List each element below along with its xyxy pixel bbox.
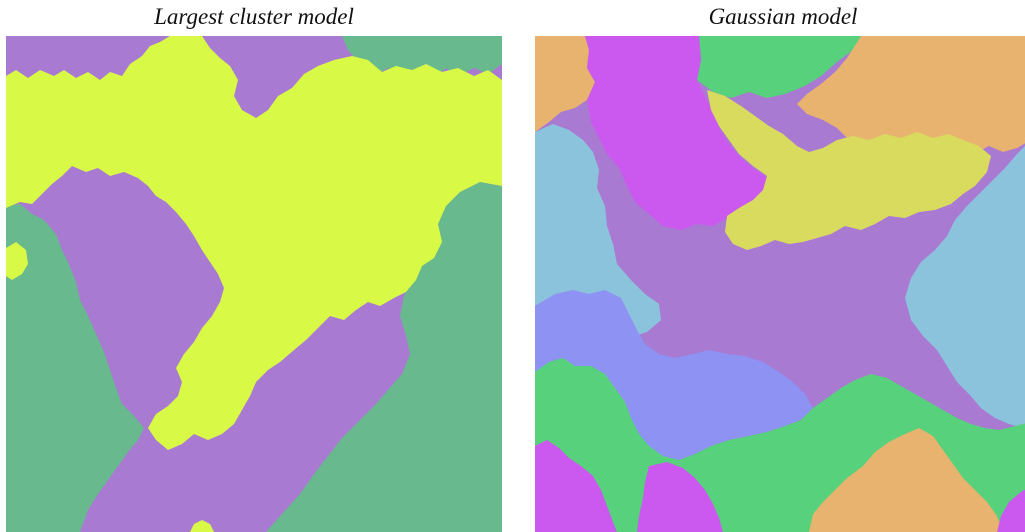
green-region-right <box>266 182 502 532</box>
olive-yellow-region <box>707 90 991 250</box>
magenta-region-bottom-left <box>535 440 617 532</box>
green-region-left <box>6 204 144 532</box>
gaussian-map <box>535 36 1025 532</box>
largest-cluster-title: Largest cluster model <box>154 4 354 29</box>
green-region-top <box>342 36 502 80</box>
orange-region-top-right <box>797 36 1025 158</box>
largest-cluster-map <box>6 36 502 532</box>
magenta-region-top <box>585 36 775 230</box>
gaussian-title: Gaussian model <box>708 4 858 29</box>
gaussian-panel: Gaussian model <box>535 0 1025 532</box>
green-region-top <box>697 36 861 98</box>
orange-region-bottom <box>809 428 1003 532</box>
light-blue-region-right <box>905 146 1025 429</box>
largest-cluster-panel: Largest cluster model <box>6 0 502 532</box>
yellow-fleck-bottom <box>190 520 214 532</box>
magenta-region-bottom-mid <box>637 462 723 532</box>
magenta-region-bottom-right <box>997 489 1025 532</box>
orange-region-top-left <box>535 36 595 132</box>
yellow-region <box>6 36 502 450</box>
yellow-fleck-left <box>6 242 28 280</box>
